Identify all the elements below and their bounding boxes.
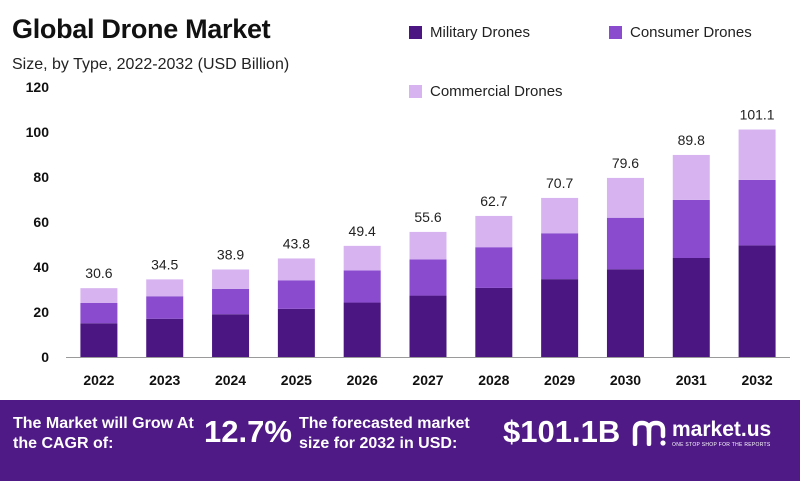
y-tick-label: 40 — [33, 259, 49, 275]
logo-tagline: ONE STOP SHOP FOR THE REPORTS — [672, 442, 771, 448]
y-tick-label: 100 — [26, 124, 50, 140]
legend-item-commercial: Commercial Drones — [409, 83, 563, 100]
bar-commercial-drones — [606, 177, 644, 218]
legend-label-commercial: Commercial Drones — [430, 83, 563, 100]
legend-swatch-consumer — [609, 26, 622, 39]
bar-commercial-drones — [738, 129, 776, 180]
x-tick-label: 2024 — [215, 372, 246, 388]
x-tick-label: 2025 — [281, 372, 312, 388]
y-tick-label: 120 — [26, 79, 50, 95]
forecast-value: $101.1B — [503, 414, 621, 449]
bar-commercial-drones — [541, 197, 579, 234]
legend-item-military: Military Drones — [409, 24, 530, 41]
bar-consumer-drones — [212, 288, 250, 315]
bar-commercial-drones — [475, 215, 513, 248]
bar-consumer-drones — [738, 179, 776, 246]
bar-consumer-drones — [146, 296, 184, 319]
stacked-bar-chart: 0 20 40 60 80 100 120 30.6 2022 34.5 2023 38.9 2024 4… — [26, 79, 790, 388]
bar-commercial-drones — [672, 154, 710, 200]
bar-total-label: 38.9 — [217, 246, 244, 262]
bar-military-drones — [475, 287, 513, 357]
x-tick-label: 2028 — [478, 372, 509, 388]
bar-military-drones — [738, 245, 776, 357]
legend-label-military: Military Drones — [430, 24, 531, 41]
bar-consumer-drones — [80, 303, 118, 324]
bar-total-label: 30.6 — [85, 265, 112, 281]
y-tick-label: 80 — [33, 169, 49, 185]
bar-military-drones — [146, 318, 184, 357]
bar-commercial-drones — [80, 288, 118, 303]
bar-total-label: 70.7 — [546, 175, 573, 191]
bar-military-drones — [80, 323, 118, 357]
bar-commercial-drones — [212, 269, 250, 289]
x-tick-label: 2031 — [676, 372, 707, 388]
bar-commercial-drones — [343, 245, 381, 271]
legend-item-consumer: Consumer Drones — [609, 24, 752, 41]
x-tick-label: 2023 — [149, 372, 180, 388]
logo-text: market.us — [672, 418, 772, 441]
bar-military-drones — [212, 314, 250, 357]
bar-military-drones — [606, 269, 644, 357]
bar-consumer-drones — [672, 199, 710, 258]
bar-total-label: 34.5 — [151, 256, 178, 272]
bar-military-drones — [541, 279, 579, 357]
legend-label-consumer: Consumer Drones — [630, 24, 752, 41]
bar-consumer-drones — [606, 217, 644, 270]
summary-banner: The Market will Grow At the CAGR of: 12.… — [0, 400, 800, 481]
bar-total-label: 79.6 — [612, 155, 639, 171]
chart-subtitle: Size, by Type, 2022-2032 (USD Billion) — [12, 56, 290, 73]
y-tick-label: 60 — [33, 214, 49, 230]
bar-total-label: 89.8 — [678, 132, 705, 148]
x-tick-label: 2026 — [347, 372, 378, 388]
bar-total-label: 49.4 — [349, 223, 376, 239]
bar-military-drones — [343, 302, 381, 357]
bar-military-drones — [672, 258, 710, 357]
bar-total-label: 101.1 — [740, 107, 775, 123]
chart-title: Global Drone Market — [12, 14, 271, 44]
forecast-caption: The forecasted market size for 2032 in U… — [299, 415, 470, 452]
bar-commercial-drones — [409, 231, 447, 260]
y-tick-label: 20 — [33, 304, 49, 320]
cagr-caption: The Market will Grow At the CAGR of: — [13, 415, 194, 452]
bar-military-drones — [277, 308, 315, 357]
legend-swatch-commercial — [409, 85, 422, 98]
bar-commercial-drones — [146, 279, 184, 297]
bar-consumer-drones — [277, 280, 315, 309]
bar-total-label: 62.7 — [480, 193, 507, 209]
x-tick-label: 2027 — [412, 372, 443, 388]
x-tick-label: 2029 — [544, 372, 575, 388]
logo-icon — [632, 420, 666, 446]
x-tick-label: 2032 — [742, 372, 773, 388]
bar-commercial-drones — [277, 258, 315, 281]
bar-consumer-drones — [343, 270, 381, 303]
bar-consumer-drones — [541, 233, 579, 280]
x-tick-label: 2022 — [83, 372, 114, 388]
bar-consumer-drones — [409, 259, 447, 296]
x-tick-label: 2030 — [610, 372, 641, 388]
legend-swatch-military — [409, 26, 422, 39]
market-us-logo: market.us ONE STOP SHOP FOR THE REPORTS — [632, 418, 800, 452]
bar-total-label: 55.6 — [414, 209, 441, 225]
bar-total-label: 43.8 — [283, 235, 310, 251]
y-tick-label: 0 — [41, 349, 49, 365]
bar-military-drones — [409, 295, 447, 357]
cagr-value: 12.7% — [204, 414, 292, 449]
bar-consumer-drones — [475, 247, 513, 288]
